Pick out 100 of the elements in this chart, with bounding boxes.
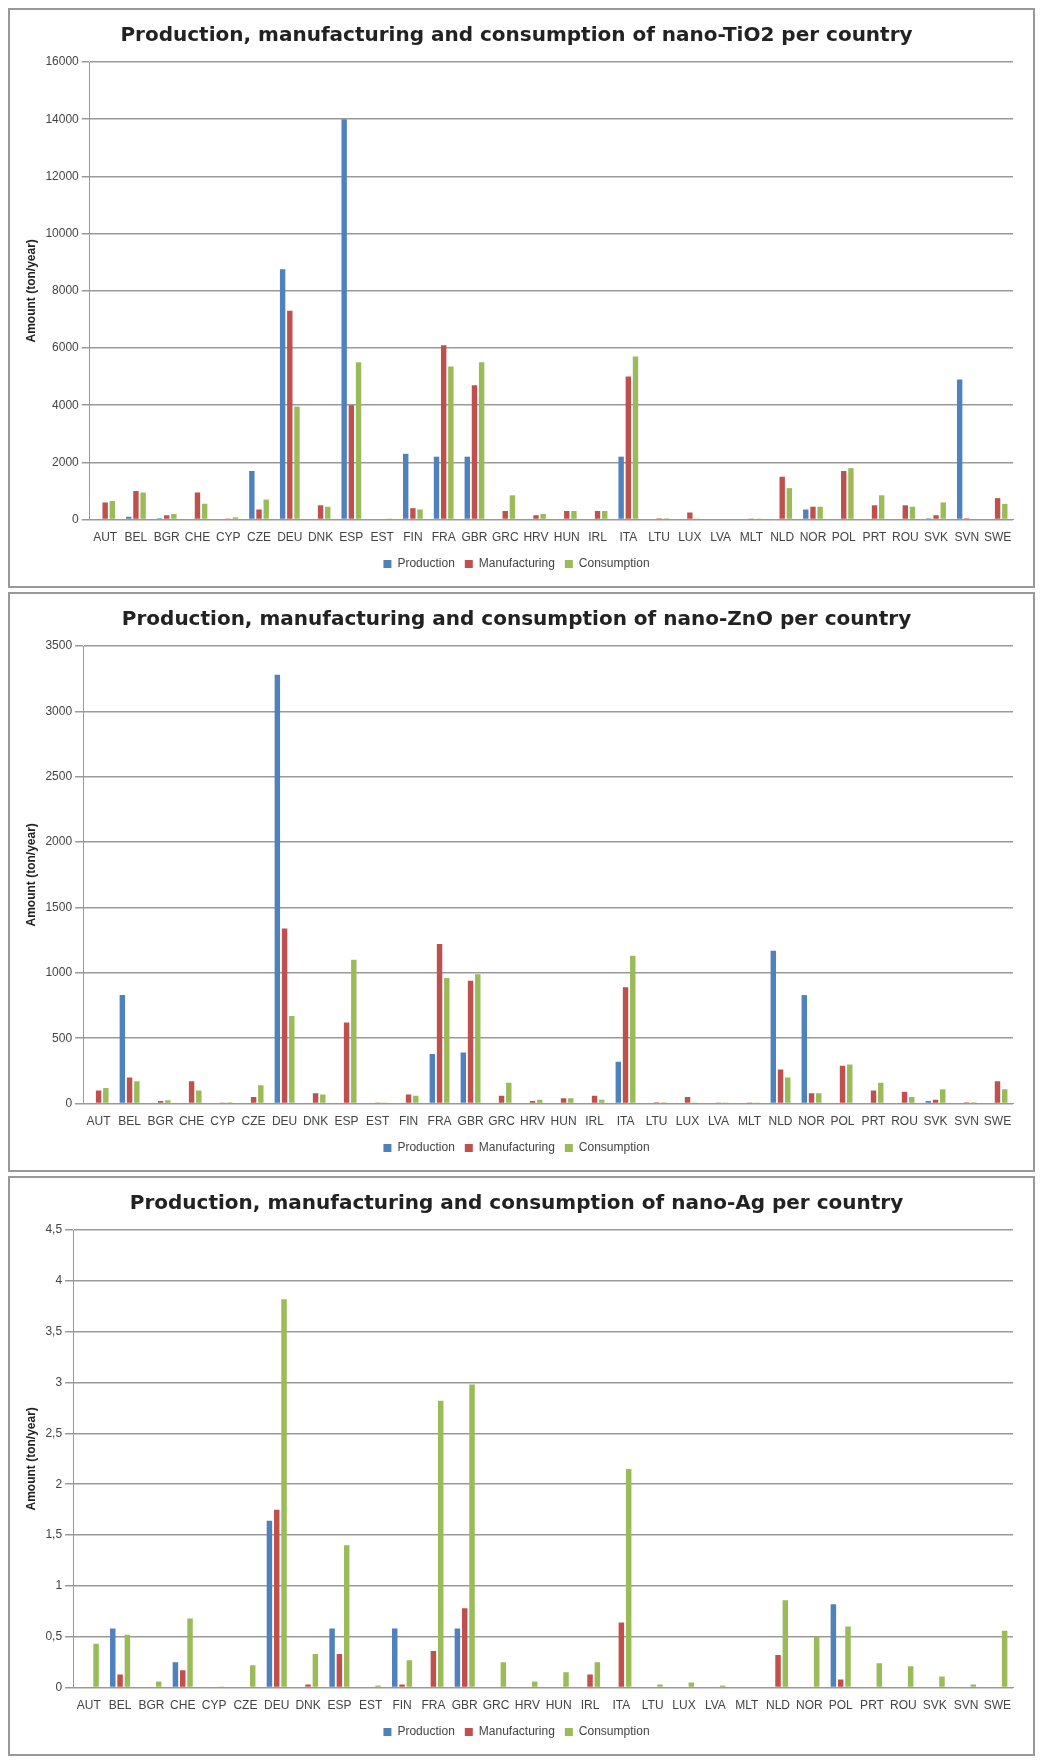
y-tick-label: 0 <box>72 511 80 526</box>
bar <box>289 1016 295 1103</box>
x-tick-label: POL <box>831 530 857 545</box>
bar <box>782 1600 789 1687</box>
bar <box>249 1665 256 1687</box>
y-tick-label: 1,5 <box>45 1527 63 1542</box>
x-tick-label: LTU <box>641 1698 664 1713</box>
bar <box>625 1468 632 1687</box>
x-tick-label: BGR <box>153 530 181 545</box>
x-tick-label: SVN <box>954 530 980 545</box>
bar <box>140 492 146 519</box>
x-tick-label: LVA <box>710 530 732 545</box>
bar <box>1001 1630 1008 1687</box>
bar <box>618 456 624 519</box>
bar <box>133 491 139 519</box>
bar <box>403 453 409 519</box>
x-tick-label: AUT <box>86 1114 112 1129</box>
y-tick-label: 3,5 <box>45 1324 63 1338</box>
x-tick-label: NLD <box>770 530 795 545</box>
bar <box>907 1666 914 1687</box>
x-tick-label: DNK <box>307 530 334 545</box>
bar <box>341 119 347 519</box>
x-tick-label: GBR <box>457 1114 484 1129</box>
x-tick-label: CZE <box>233 1698 258 1713</box>
bar <box>287 310 293 519</box>
bar <box>164 515 170 519</box>
bar <box>417 509 423 519</box>
bar <box>448 366 454 519</box>
bar <box>994 498 1001 519</box>
bar <box>839 1065 846 1103</box>
bar <box>469 1384 475 1687</box>
x-tick-label: ITA <box>612 1698 631 1713</box>
bar <box>126 1077 133 1103</box>
bar <box>816 1093 822 1103</box>
x-tick-label: IRL <box>588 530 608 545</box>
bar <box>399 1684 405 1687</box>
bar <box>810 506 816 519</box>
bar <box>933 515 939 519</box>
bar <box>533 515 539 519</box>
bar <box>171 513 177 519</box>
x-tick-label: SVK <box>923 1114 948 1129</box>
bar <box>571 511 577 519</box>
legend-label: Production <box>397 556 455 571</box>
bar <box>779 476 785 519</box>
x-tick-label: CYP <box>215 530 241 545</box>
chart-title: Production, manufacturing and consumption of nano-Ag per country <box>129 1190 904 1215</box>
bar <box>102 502 108 519</box>
x-tick-label: POL <box>830 1114 855 1129</box>
y-tick-label: 4 <box>55 1273 63 1288</box>
bar <box>871 505 878 519</box>
x-tick-label: LUX <box>672 1698 696 1713</box>
bar <box>837 1679 844 1687</box>
x-tick-label: MLT <box>737 1114 762 1129</box>
bar <box>351 959 357 1103</box>
bar <box>464 456 470 519</box>
x-tick-label: SVK <box>924 530 949 545</box>
bar <box>540 513 546 519</box>
bar <box>281 1299 287 1687</box>
bar <box>901 1091 908 1103</box>
y-tick-label: 12000 <box>45 168 80 183</box>
bar <box>343 1545 350 1687</box>
y-axis-title: Amount (ton/year) <box>23 823 38 927</box>
bar <box>509 495 516 519</box>
bar <box>325 506 331 519</box>
bar <box>878 1082 884 1103</box>
bar <box>830 1604 837 1687</box>
legend-label: Manufacturing <box>478 1724 555 1739</box>
bar <box>615 1061 622 1103</box>
bar <box>274 674 281 1103</box>
x-tick-label: CZE <box>241 1114 266 1129</box>
bar <box>196 1090 202 1103</box>
bar <box>777 1069 784 1103</box>
bar <box>506 1082 512 1103</box>
bar <box>879 495 885 519</box>
legend-label: Production <box>397 1140 455 1155</box>
x-tick-label: DEU <box>264 1698 290 1713</box>
x-tick-label: ROU <box>890 1698 917 1713</box>
bar <box>436 944 443 1103</box>
bar <box>429 1053 436 1103</box>
x-tick-label: NLD <box>766 1698 791 1713</box>
x-tick-label: DEU <box>271 1114 298 1129</box>
x-tick-label: DNK <box>295 1698 321 1713</box>
x-tick-label: BEL <box>118 1114 142 1129</box>
bar <box>336 1654 343 1687</box>
bar <box>329 1628 335 1687</box>
x-tick-label: CHE <box>178 1114 205 1129</box>
x-tick-label: ROU <box>891 1114 918 1129</box>
x-tick-label: LTU <box>645 1114 668 1129</box>
bar <box>155 1681 162 1687</box>
chart-title: Production, manufacturing and consumption of nano-ZnO per country <box>121 606 912 631</box>
bar <box>775 1655 781 1687</box>
bar <box>817 506 823 519</box>
bar <box>355 362 362 519</box>
x-tick-label: PRT <box>862 530 888 545</box>
y-tick-label: 3000 <box>45 703 73 718</box>
bar <box>870 1090 877 1103</box>
bar <box>845 1626 851 1687</box>
bar <box>103 1087 109 1103</box>
chart-title: Production, manufacturing and consumption of nano-TiO2 per country <box>120 22 913 47</box>
bar <box>500 1662 507 1687</box>
